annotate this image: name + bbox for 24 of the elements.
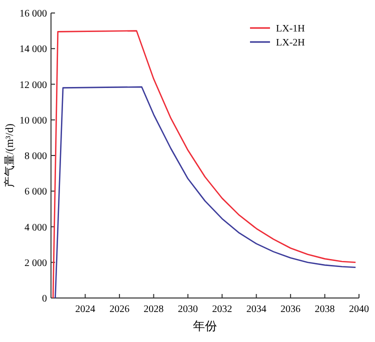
y-tick-label: 10 000 bbox=[20, 115, 47, 126]
y-tick-label: 2 000 bbox=[24, 258, 47, 269]
y-tick-label: 4 000 bbox=[24, 222, 47, 234]
x-tick-label: 2034 bbox=[246, 304, 266, 315]
y-tick-label: 12 000 bbox=[20, 80, 47, 91]
y-tick-label: 6 000 bbox=[24, 186, 47, 198]
x-tick-label: 2030 bbox=[178, 304, 198, 315]
line-series bbox=[54, 86, 356, 299]
x-axis-title: 年份 bbox=[193, 319, 217, 333]
line-series bbox=[52, 30, 356, 299]
y-tick-label: 8 000 bbox=[24, 151, 47, 162]
y-tick-label: 14 000 bbox=[20, 44, 47, 56]
x-tick-label: 2038 bbox=[314, 304, 335, 315]
x-tick-label: 2024 bbox=[75, 304, 96, 315]
y-tick-label: 0 bbox=[42, 294, 47, 304]
y-tick-label: 16 000 bbox=[20, 8, 47, 20]
legend-label: LX-1H bbox=[276, 24, 305, 34]
y-axis-title: 产气量/(m³/d) bbox=[3, 123, 16, 188]
legend-label: LX-2H bbox=[276, 38, 305, 48]
x-tick-label: 2040 bbox=[349, 304, 369, 315]
x-tick-label: 2032 bbox=[212, 304, 232, 315]
x-tick-label: 2036 bbox=[280, 304, 301, 315]
x-tick-label: 2028 bbox=[144, 304, 164, 315]
x-tick-label: 2026 bbox=[109, 304, 130, 315]
